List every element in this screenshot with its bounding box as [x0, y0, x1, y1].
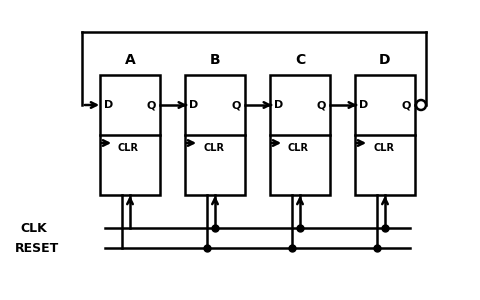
Text: B: B [210, 53, 220, 67]
Bar [270, 75, 330, 195]
Bar [185, 75, 245, 195]
Text: D: D [190, 100, 199, 110]
Text: Q: Q [146, 100, 156, 110]
Text: D: D [360, 100, 369, 110]
Text: C: C [295, 53, 305, 67]
Text: D: D [104, 100, 114, 110]
Text: Q: Q [401, 100, 411, 110]
Bar [100, 75, 160, 195]
Text: Q: Q [231, 100, 240, 110]
Text: CLR: CLR [203, 143, 224, 153]
Text: D: D [379, 53, 391, 67]
Text: A: A [125, 53, 135, 67]
Text: CLR: CLR [288, 143, 309, 153]
Circle shape [416, 100, 426, 110]
Text: CLR: CLR [373, 143, 394, 153]
Text: CLR: CLR [118, 143, 139, 153]
Text: D: D [275, 100, 284, 110]
Bar [355, 75, 415, 195]
Text: Q: Q [316, 100, 326, 110]
Text: RESET: RESET [15, 242, 59, 254]
Text: CLK: CLK [20, 221, 47, 235]
